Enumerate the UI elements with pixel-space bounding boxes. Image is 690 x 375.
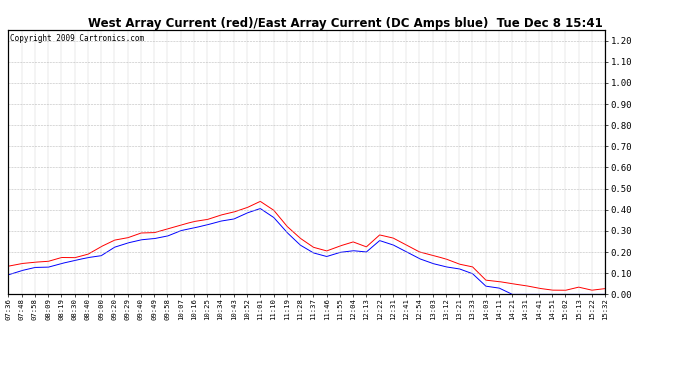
Text: Copyright 2009 Cartronics.com: Copyright 2009 Cartronics.com (10, 34, 144, 43)
Text: West Array Current (red)/East Array Current (DC Amps blue)  Tue Dec 8 15:41: West Array Current (red)/East Array Curr… (88, 17, 602, 30)
